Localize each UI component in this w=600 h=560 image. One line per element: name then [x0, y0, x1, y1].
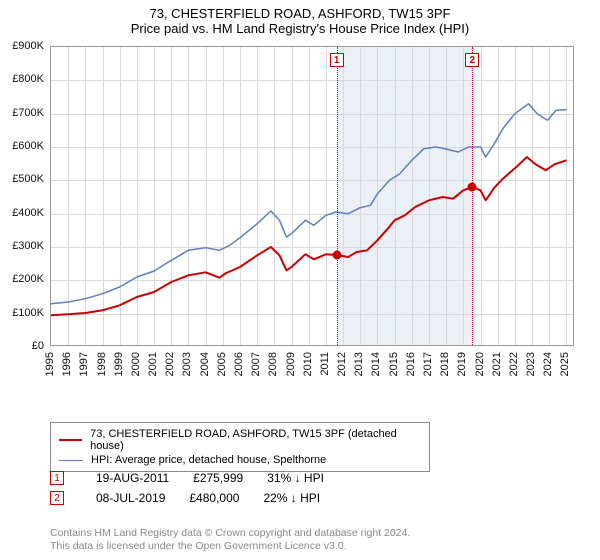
event-date-1: 19-AUG-2011: [96, 471, 169, 485]
x-tick-label: 2020: [474, 352, 486, 376]
x-tick-label: 2018: [439, 352, 451, 376]
y-tick-label: £500K: [2, 173, 44, 185]
title-address: 73, CHESTERFIELD ROAD, ASHFORD, TW15 3PF: [0, 6, 600, 21]
sale-dot-2: [468, 183, 477, 192]
y-tick-label: £700K: [2, 107, 44, 119]
x-tick-label: 2001: [147, 352, 159, 376]
x-tick-label: 2005: [216, 352, 228, 376]
x-tick-label: 2009: [285, 352, 297, 376]
x-tick-label: 2007: [250, 352, 262, 376]
legend-row-hpi: HPI: Average price, detached house, Spel…: [59, 453, 421, 467]
legend-label-property: 73, CHESTERFIELD ROAD, ASHFORD, TW15 3PF…: [90, 428, 421, 452]
x-tick-label: 2008: [267, 352, 279, 376]
y-tick-label: £400K: [2, 207, 44, 219]
events-table: 1 19-AUG-2011 £275,999 31% ↓ HPI 2 08-JU…: [50, 468, 574, 508]
x-tick-label: 2004: [199, 352, 211, 376]
x-tick-label: 2022: [508, 352, 520, 376]
x-tick-label: 2013: [353, 352, 365, 376]
legend-label-hpi: HPI: Average price, detached house, Spel…: [91, 454, 326, 466]
y-tick-label: £800K: [2, 73, 44, 85]
x-tick-label: 2002: [164, 352, 176, 376]
event-marker-1: 1: [50, 471, 64, 485]
x-tick-label: 2023: [525, 352, 537, 376]
attribution-line-1: Contains HM Land Registry data © Crown c…: [50, 527, 574, 541]
legend: 73, CHESTERFIELD ROAD, ASHFORD, TW15 3PF…: [50, 422, 574, 472]
x-tick-label: 2019: [456, 352, 468, 376]
x-tick-label: 1998: [96, 352, 108, 376]
x-tick-label: 2012: [336, 352, 348, 376]
line-layer: [51, 47, 574, 346]
event-price-2: £480,000: [189, 491, 239, 505]
attribution: Contains HM Land Registry data © Crown c…: [50, 527, 574, 554]
legend-swatch-hpi: [59, 460, 83, 461]
x-tick-label: 1996: [61, 352, 73, 376]
y-tick-label: £200K: [2, 273, 44, 285]
x-tick-label: 2010: [302, 352, 314, 376]
x-tick-label: 2000: [130, 352, 142, 376]
event-delta-1: 31% ↓ HPI: [267, 471, 324, 485]
series-property: [51, 157, 566, 315]
plot-area: 12: [50, 46, 574, 346]
series-hpi: [51, 104, 566, 304]
x-tick-label: 1999: [113, 352, 125, 376]
legend-row-property: 73, CHESTERFIELD ROAD, ASHFORD, TW15 3PF…: [59, 427, 421, 453]
y-tick-label: £600K: [2, 140, 44, 152]
legend-box: 73, CHESTERFIELD ROAD, ASHFORD, TW15 3PF…: [50, 422, 430, 472]
event-marker-2: 2: [50, 491, 64, 505]
event-line-1: [337, 47, 338, 345]
y-tick-label: £300K: [2, 240, 44, 252]
chart-container: { "titles": { "address": "73, CHESTERFIE…: [0, 0, 600, 560]
chart: 12 £0£100K£200K£300K£400K£500K£600K£700K…: [50, 46, 574, 378]
event-price-1: £275,999: [193, 471, 243, 485]
x-tick-label: 2024: [542, 352, 554, 376]
x-tick-label: 2021: [491, 352, 503, 376]
x-tick-label: 2016: [405, 352, 417, 376]
event-line-2: [472, 47, 473, 345]
y-tick-label: £900K: [2, 40, 44, 52]
event-date-2: 08-JUL-2019: [96, 491, 165, 505]
x-tick-label: 2011: [319, 352, 331, 376]
y-tick-label: £100K: [2, 307, 44, 319]
event-delta-2: 22% ↓ HPI: [263, 491, 320, 505]
x-tick-label: 2006: [233, 352, 245, 376]
legend-swatch-property: [59, 439, 82, 441]
x-tick-label: 2017: [422, 352, 434, 376]
event-row-1: 1 19-AUG-2011 £275,999 31% ↓ HPI: [50, 468, 574, 488]
y-tick-label: £0: [2, 340, 44, 352]
x-tick-label: 2003: [181, 352, 193, 376]
x-tick-label: 2025: [559, 352, 571, 376]
titles: 73, CHESTERFIELD ROAD, ASHFORD, TW15 3PF…: [0, 0, 600, 36]
title-subtitle: Price paid vs. HM Land Registry's House …: [0, 21, 600, 36]
x-tick-label: 1995: [44, 352, 56, 376]
x-tick-label: 2015: [388, 352, 400, 376]
x-tick-label: 2014: [370, 352, 382, 376]
event-marker-chart-1: 1: [330, 53, 344, 67]
x-tick-label: 1997: [78, 352, 90, 376]
event-row-2: 2 08-JUL-2019 £480,000 22% ↓ HPI: [50, 488, 574, 508]
sale-dot-1: [332, 251, 341, 260]
event-marker-chart-2: 2: [465, 53, 479, 67]
attribution-line-2: This data is licensed under the Open Gov…: [50, 540, 574, 554]
